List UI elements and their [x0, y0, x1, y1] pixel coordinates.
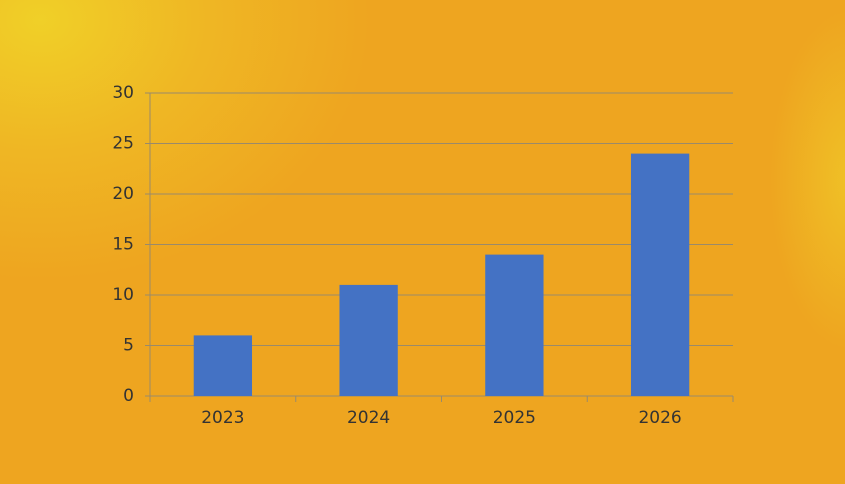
bar: [630, 153, 690, 396]
y-tick-label: 20: [112, 184, 134, 204]
x-tick-label: 2025: [493, 408, 536, 428]
bar: [485, 254, 544, 396]
y-tick-label: 5: [123, 336, 134, 356]
y-tick-label: 30: [112, 83, 134, 103]
x-tick-label: 2026: [638, 408, 681, 428]
x-tick-label: 2023: [201, 408, 244, 428]
bar: [339, 284, 398, 396]
y-tick-label: 15: [112, 235, 134, 255]
bar: [193, 335, 253, 396]
x-tick-label: 2024: [347, 408, 390, 428]
y-tick-label: 25: [112, 134, 134, 154]
y-tick-label: 0: [123, 386, 134, 406]
y-tick-label: 10: [112, 285, 134, 305]
